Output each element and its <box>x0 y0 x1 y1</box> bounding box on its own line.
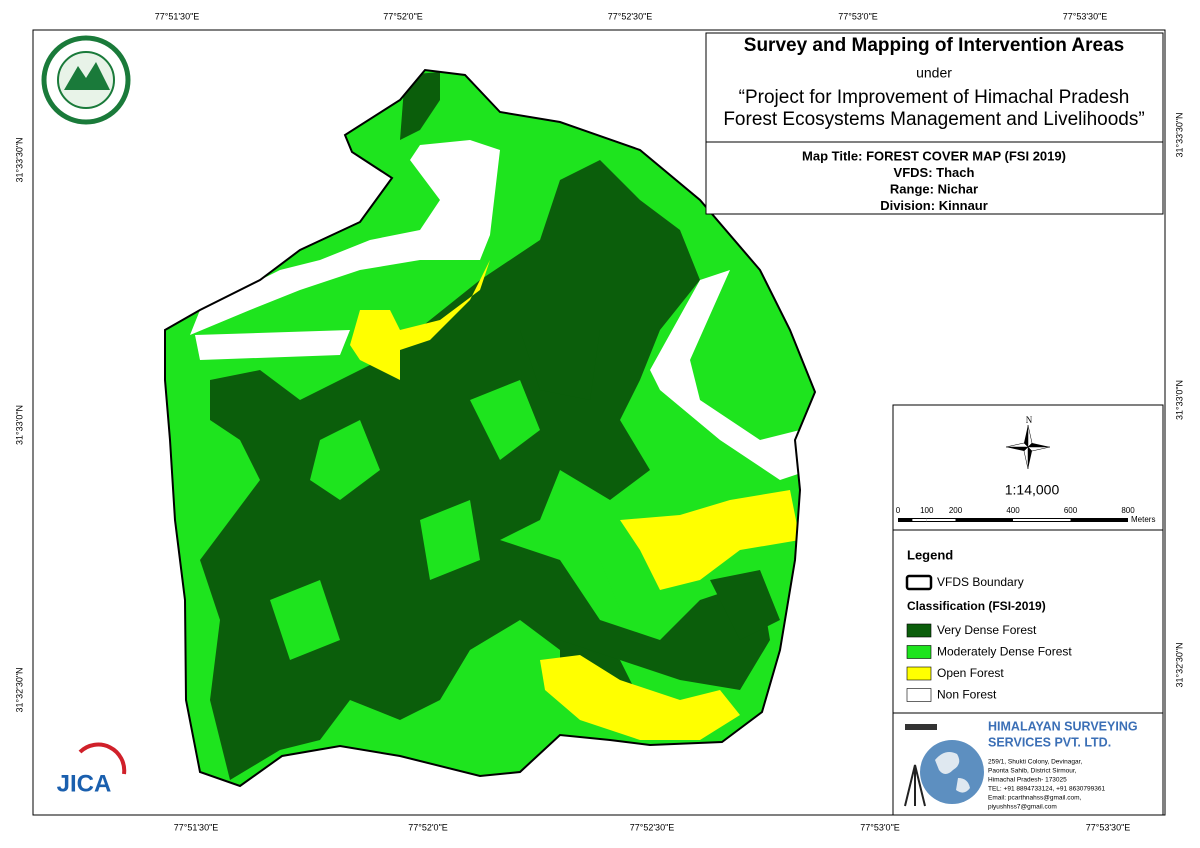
bottom-coordinate: 77°53'30"E <box>1086 822 1131 832</box>
legend-label: Very Dense Forest <box>937 623 1037 637</box>
scale-segment <box>1070 518 1128 522</box>
bottom-coordinate: 77°53'0"E <box>860 822 900 832</box>
globe-land <box>935 752 970 793</box>
scale-segment-light <box>1013 519 1071 521</box>
scale-segment-light <box>926 519 956 521</box>
legend-items: Very Dense Forest Moderately Dense Forest… <box>906 623 1072 702</box>
top-coordinate: 77°52'30"E <box>608 11 653 21</box>
globe-logo <box>920 740 984 804</box>
company-address: 259/1, Shukti Colony, Devinagar, Paonta S… <box>988 759 1105 811</box>
legend-swatch <box>906 645 932 659</box>
legend-title: Legend <box>907 547 953 562</box>
left-coordinate: 31°33'30"N <box>14 137 24 182</box>
scale-label: 100 <box>920 506 934 515</box>
bottom-coordinate: 77°52'30"E <box>630 822 675 832</box>
department-logo <box>41 35 131 125</box>
map-info-line: Division: Kinnaur <box>880 198 988 213</box>
scale-label: 800 <box>1121 506 1135 515</box>
company-name: SERVICES PVT. LTD. <box>988 735 1111 749</box>
under: under <box>916 65 952 81</box>
address-line: 259/1, Shukti Colony, Devinagar, <box>988 759 1082 766</box>
tripod-icon <box>904 764 926 807</box>
legend-swatch <box>906 623 932 638</box>
left-coordinate: 31°33'0"N <box>14 405 24 445</box>
title-box <box>705 32 1164 215</box>
legend-label: Non Forest <box>937 688 997 702</box>
address-line: Email: pcarthnahss@gmail.com, <box>988 795 1081 802</box>
scale-label: 0 <box>896 506 901 515</box>
right-coordinate: 31°32'30"N <box>1174 642 1184 687</box>
legend-box <box>892 529 1164 714</box>
legend-swatch <box>906 666 932 681</box>
left-coordinate: 31°32'30"N <box>14 667 24 712</box>
scale-segment <box>955 518 1013 522</box>
boundary-swatch <box>905 574 933 591</box>
legend-label: Open Forest <box>937 666 1004 680</box>
address-line: piyushhss7@gmail.com <box>988 804 1057 811</box>
address-line: Paonta Sahib, District Sirmour, <box>988 768 1077 775</box>
scale-segment-light <box>912 519 927 521</box>
address-line: TEL: +91 8894733124, +91 8630799361 <box>988 786 1105 793</box>
right-coordinate: 31°33'30"N <box>1174 112 1184 157</box>
legend-label: VFDS Boundary <box>937 575 1024 589</box>
jica-logo: JICA <box>57 742 127 797</box>
company-name: HIMALAYAN SURVEYING <box>988 719 1138 733</box>
open-forest-areas <box>350 260 800 740</box>
top-coordinate: 77°52'0"E <box>383 11 423 21</box>
scale-label: 200 <box>949 506 963 515</box>
scale-unit: Meters <box>1131 515 1155 524</box>
forest-cover <box>165 70 815 786</box>
map-info: Map Title: FOREST COVER MAP (FSI 2019) VF… <box>802 148 1066 213</box>
neatline <box>32 29 1166 816</box>
project-line: “Project for Improvement of Himachal Pra… <box>739 87 1130 108</box>
bottom-coordinate: 77°51'30"E <box>174 822 219 832</box>
top-coordinate: 77°51'30"E <box>155 11 200 21</box>
map-info-line: Map Title: FOREST COVER MAP (FSI 2019) <box>802 148 1066 163</box>
project-line: Forest Ecosystems Management and Livelih… <box>723 109 1144 130</box>
top-coordinate: 77°53'30"E <box>1063 11 1108 21</box>
bottom-coordinate: 77°52'0"E <box>408 822 448 832</box>
jica-text: JICA <box>57 770 112 797</box>
address-line: Himachal Pradesh- 173025 <box>988 777 1067 784</box>
drone-icon <box>905 724 937 730</box>
top-coordinate: 77°53'0"E <box>838 11 878 21</box>
title: Survey and Mapping of Intervention Areas <box>744 35 1124 56</box>
legend-swatch <box>906 688 932 702</box>
very-dense-areas <box>200 72 780 780</box>
scale-label: 600 <box>1064 506 1078 515</box>
map-info-line: Range: Nichar <box>890 181 978 196</box>
right-coordinate: 31°33'0"N <box>1174 380 1184 420</box>
north-label: N <box>1026 415 1033 425</box>
scale-text: 1:14,000 <box>1005 482 1060 498</box>
non-forest-areas <box>190 140 810 480</box>
legend-label: Moderately Dense Forest <box>937 645 1072 659</box>
moderately-dense-gaps <box>270 380 660 660</box>
classification-title: Classification (FSI-2019) <box>907 599 1046 613</box>
coordinates: 77°51'30"E 77°52'0"E 77°52'30"E 77°53'0"E 77… <box>14 11 1184 832</box>
compass <box>1005 424 1051 470</box>
scale-label: 400 <box>1006 506 1020 515</box>
map-info-line: VFDS: Thach <box>894 165 975 180</box>
